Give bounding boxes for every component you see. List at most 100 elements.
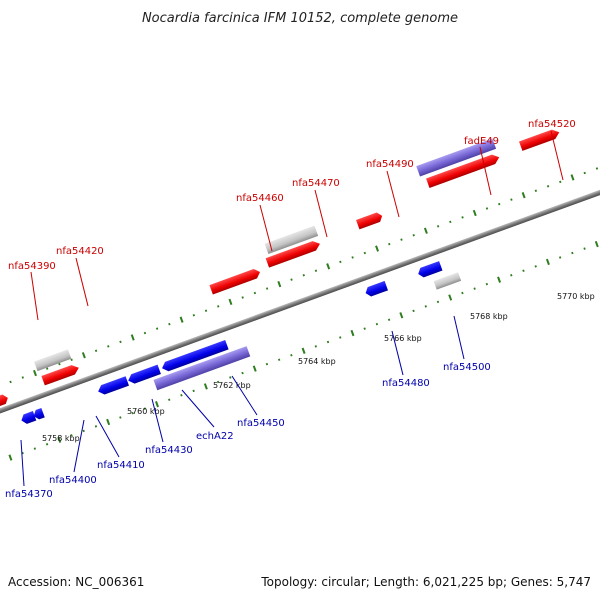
minor-tick: [265, 287, 269, 290]
gene-feature[interactable]: [364, 280, 388, 298]
leader-line: [75, 257, 89, 307]
leader-line: [391, 330, 404, 376]
minor-tick: [558, 256, 562, 259]
minor-tick: [290, 354, 293, 357]
minor-tick: [485, 282, 489, 286]
gene-label-reverse[interactable]: nfa54480: [382, 378, 430, 389]
gene-label-reverse[interactable]: nfa54370: [5, 489, 53, 500]
gene-label-forward[interactable]: nfa54470: [292, 178, 340, 189]
minor-tick: [94, 349, 98, 353]
major-tick: [350, 329, 355, 337]
minor-tick: [326, 340, 330, 344]
forward-gene-labels: [30, 130, 564, 321]
major-tick: [179, 316, 184, 323]
gene-label-forward[interactable]: fadE49: [464, 136, 499, 147]
gene-feature[interactable]: [32, 407, 45, 421]
reverse-strand-features: [20, 261, 462, 425]
minor-tick: [571, 251, 574, 255]
minor-tick: [155, 327, 159, 330]
gene-label-reverse[interactable]: nfa54430: [145, 445, 193, 456]
major-tick: [106, 418, 111, 426]
major-tick: [326, 263, 331, 270]
minor-tick: [339, 336, 342, 339]
forward-strand-features: [0, 128, 561, 407]
reverse-gene-labels: [20, 315, 465, 487]
gene-label-forward[interactable]: nfa54390: [8, 261, 56, 272]
minor-tick: [510, 273, 513, 277]
gene-label-forward[interactable]: nfa54520: [528, 119, 576, 130]
gene-label-reverse[interactable]: nfa54400: [49, 475, 97, 486]
gene-feature[interactable]: [0, 393, 10, 407]
gene-feature[interactable]: [265, 239, 322, 268]
gene-label-reverse[interactable]: echA22: [196, 431, 234, 442]
minor-tick: [119, 340, 122, 344]
minor-tick: [265, 362, 269, 366]
gene-feature[interactable]: [127, 364, 161, 386]
gene-feature[interactable]: [34, 349, 72, 372]
gene-label-forward[interactable]: nfa54460: [236, 193, 284, 204]
major-tick: [399, 312, 404, 319]
leader-line: [259, 204, 273, 252]
minor-tick: [82, 429, 85, 433]
gene-feature[interactable]: [356, 211, 384, 230]
gene-feature[interactable]: [264, 225, 319, 255]
gene-label-reverse[interactable]: nfa54450: [237, 418, 285, 429]
major-tick: [594, 240, 599, 248]
gene-label-reverse[interactable]: nfa54410: [97, 460, 145, 471]
minor-tick: [241, 371, 244, 375]
gene-label-forward[interactable]: nfa54420: [56, 246, 104, 257]
leader-line: [386, 170, 400, 218]
minor-tick: [351, 256, 354, 259]
major-tick: [423, 227, 428, 234]
accession-text: Accession: NC_006361: [8, 575, 144, 589]
reverse-label-texts: nfa54370 nfa54400 nfa54410 nfa54430 echA…: [5, 362, 491, 500]
minor-tick: [216, 380, 220, 384]
major-tick: [203, 383, 208, 390]
gene-feature[interactable]: [426, 153, 501, 188]
leader-line: [30, 271, 39, 321]
minor-tick: [522, 269, 525, 273]
minor-tick: [473, 287, 476, 290]
scale-label: 5762 kbp: [213, 381, 251, 390]
minor-tick: [204, 309, 208, 313]
minor-tick: [436, 300, 440, 304]
major-tick: [472, 209, 477, 217]
gene-feature[interactable]: [209, 267, 261, 295]
minor-tick: [583, 247, 586, 250]
major-tick: [81, 352, 86, 359]
minor-tick: [412, 233, 415, 237]
minor-tick: [58, 362, 61, 366]
minor-tick: [94, 425, 98, 428]
gene-feature[interactable]: [160, 340, 229, 373]
minor-tick: [449, 220, 452, 224]
minor-tick: [461, 216, 464, 219]
gene-label-forward[interactable]: nfa54490: [366, 159, 414, 170]
minor-tick: [46, 367, 49, 370]
scale-label: 5766 kbp: [384, 334, 422, 343]
scale-labels: 5758 kbp 5760 kbp 5762 kbp 5764 kbp 5766…: [42, 292, 595, 443]
leader-line: [151, 398, 164, 443]
major-tick: [155, 401, 159, 408]
minor-tick: [9, 380, 12, 384]
minor-tick: [424, 305, 427, 308]
minor-tick: [534, 189, 538, 192]
gene-label-reverse[interactable]: nfa54500: [443, 362, 491, 373]
major-tick: [375, 245, 380, 252]
leader-line: [231, 375, 258, 416]
minor-tick: [534, 265, 537, 268]
gene-feature[interactable]: [519, 128, 561, 151]
major-tick: [57, 436, 62, 443]
gene-feature[interactable]: [417, 261, 443, 279]
minor-tick: [387, 318, 391, 321]
gene-feature[interactable]: [153, 346, 251, 391]
gene-feature[interactable]: [41, 363, 80, 386]
gene-feature[interactable]: [20, 411, 37, 425]
minor-tick: [485, 207, 489, 210]
minor-tick: [339, 260, 342, 264]
gene-feature[interactable]: [416, 138, 497, 177]
major-tick: [228, 298, 233, 306]
major-tick: [497, 276, 502, 283]
minor-tick: [375, 322, 379, 326]
gene-feature[interactable]: [96, 376, 129, 396]
gene-feature[interactable]: [433, 272, 462, 290]
